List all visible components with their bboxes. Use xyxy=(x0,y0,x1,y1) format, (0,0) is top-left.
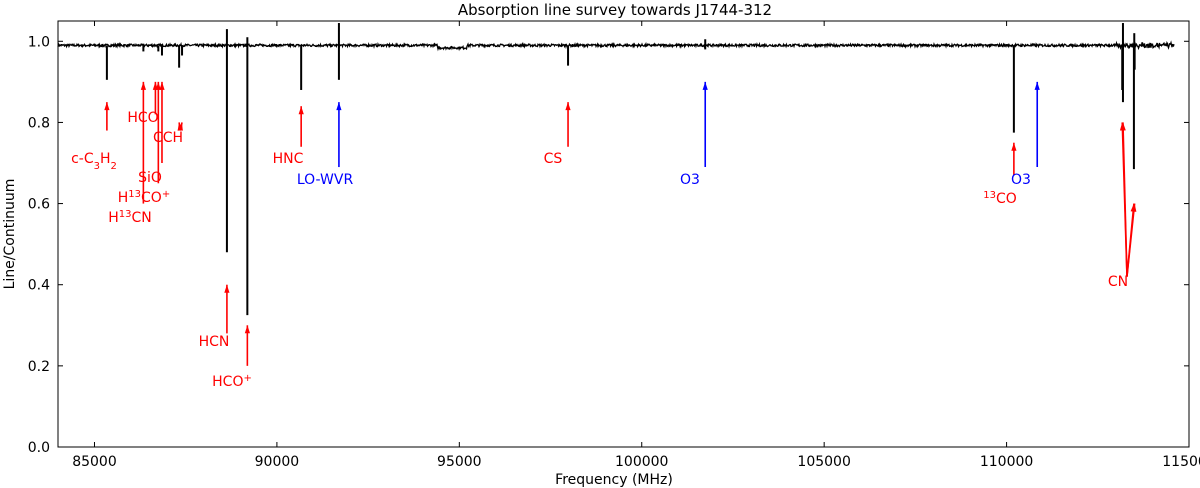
marker-arrow-head xyxy=(1120,122,1126,131)
y-tick-label: 0.8 xyxy=(28,115,50,131)
marker-arrow-shaft xyxy=(1126,203,1136,277)
marker-arrow-head xyxy=(702,81,708,90)
x-tick-label: 85000 xyxy=(72,454,117,470)
x-axis-label: Frequency (MHz) xyxy=(555,472,673,488)
marker-arrow-head xyxy=(140,81,146,90)
x-tick-label: 105000 xyxy=(797,454,850,470)
marker-arrow-shaft xyxy=(1122,122,1128,277)
marker-label: c-C3H2 xyxy=(71,151,117,172)
x-tick-label: 110000 xyxy=(980,454,1033,470)
y-axis-label: Line/Continuum xyxy=(2,179,18,290)
marker-arrow-head xyxy=(1131,203,1137,212)
spectrum-trace xyxy=(57,40,1175,52)
chart-title: Absorption line survey towards J1744-312 xyxy=(458,1,772,19)
marker-label: CS xyxy=(544,151,563,167)
marker-label: 13CO xyxy=(983,190,1017,208)
marker-label: HCN xyxy=(199,334,230,350)
y-tick-label: 0.0 xyxy=(28,440,50,456)
plot-frame xyxy=(57,20,1190,448)
marker-arrow-head xyxy=(244,325,250,334)
marker-arrow-head xyxy=(155,81,161,90)
y-tick-label: 1.0 xyxy=(28,34,50,50)
x-tick-label: 115000 xyxy=(1162,454,1200,470)
axes: 85000 90000 95000 100000 105000 110000 115000 0… xyxy=(28,21,1200,470)
marker-label: O3 xyxy=(1011,172,1031,188)
marker-label: LO-WVR xyxy=(297,172,354,188)
marker-arrow-head xyxy=(298,106,304,115)
marker-label: HNC xyxy=(273,151,304,167)
x-tick-label: 90000 xyxy=(255,454,300,470)
marker-arrow-head xyxy=(159,81,165,90)
marker-arrow-head xyxy=(177,122,183,131)
y-tick-label: 0.2 xyxy=(28,359,50,375)
marker-label: O3 xyxy=(680,172,700,188)
y-tick-label: 0.4 xyxy=(28,278,50,294)
y-tick-label: 0.6 xyxy=(28,197,50,213)
marker-label: HCO+ xyxy=(212,373,252,391)
marker-label: H13CN xyxy=(108,209,152,227)
plot-area: c-C3H2 HCO SiO H13CO+ H13CN CCH HCN HCO+ HNC LO-W… xyxy=(57,23,1175,391)
marker-label: CN xyxy=(1108,274,1128,290)
marker-arrow-head xyxy=(104,102,110,111)
marker-label: CCH xyxy=(153,130,183,146)
marker-label: SiO xyxy=(138,170,162,186)
x-tick-label: 95000 xyxy=(437,454,482,470)
marker-label: H13CO+ xyxy=(118,189,170,207)
marker-arrow-head xyxy=(224,284,230,293)
marker-arrow-head xyxy=(336,102,342,111)
marker-arrow-head xyxy=(1011,142,1017,151)
marker-arrow-head xyxy=(1034,81,1040,90)
x-tick-label: 100000 xyxy=(615,454,668,470)
marker-label: HCO xyxy=(127,110,158,126)
marker-arrow-head xyxy=(565,102,571,111)
